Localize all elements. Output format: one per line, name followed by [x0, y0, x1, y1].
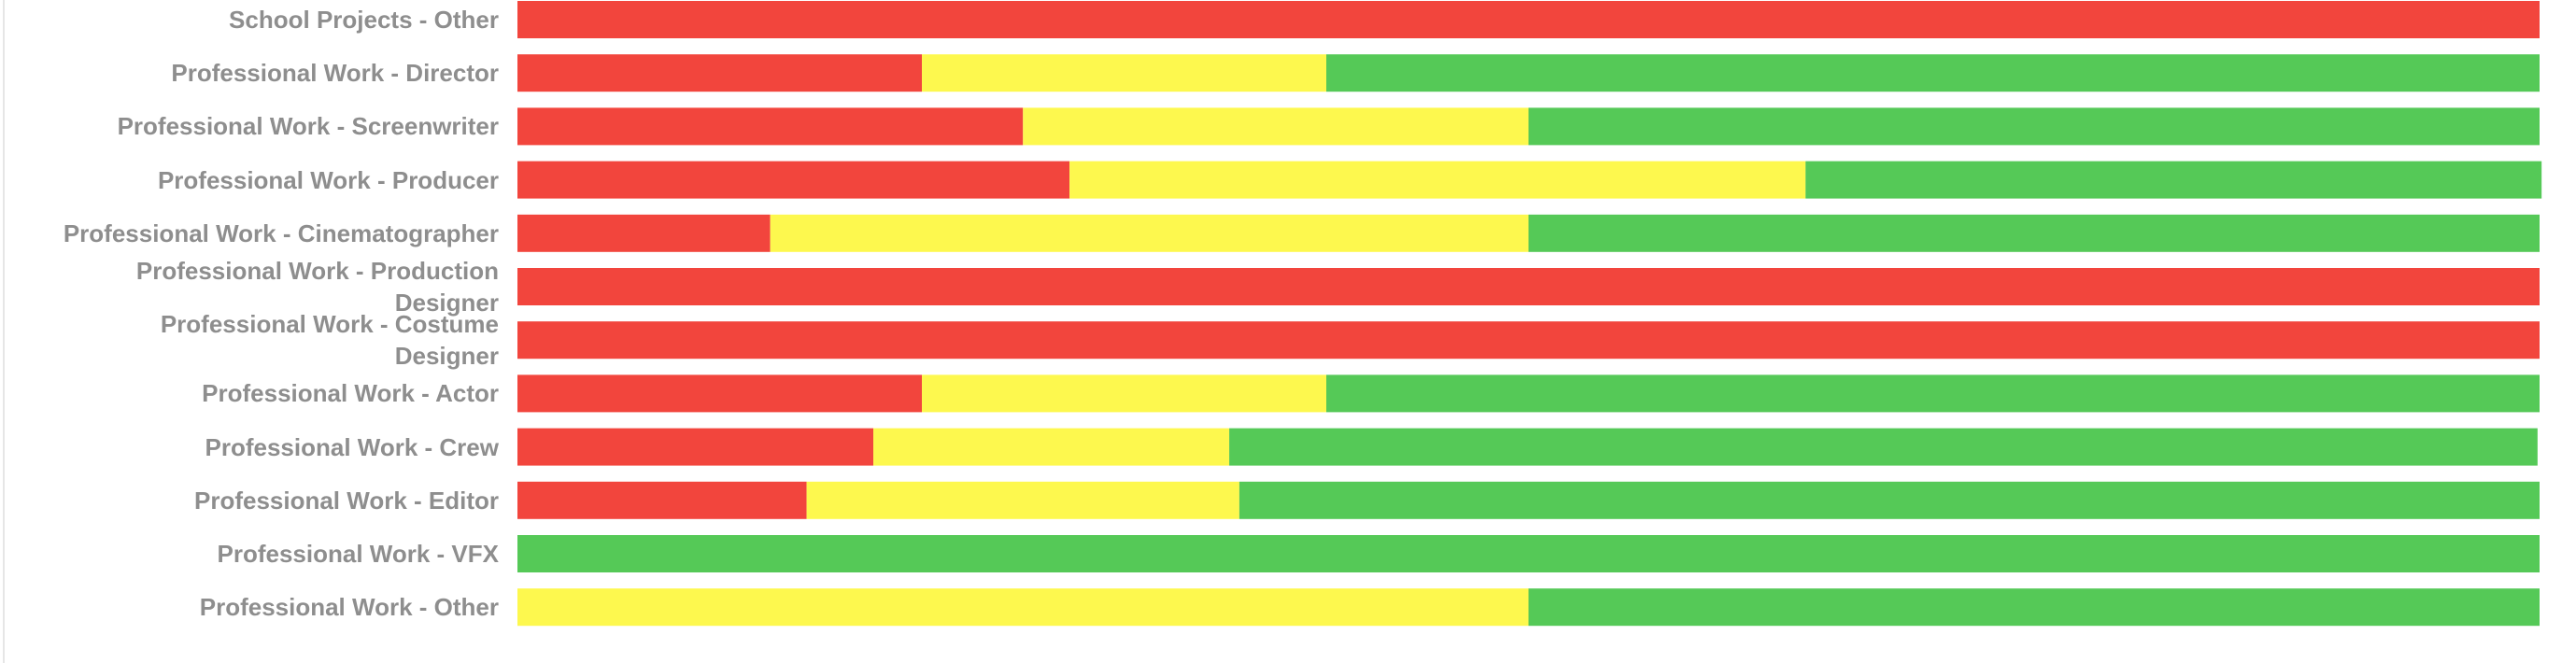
bar-segment — [1023, 107, 1529, 146]
row-label: Professional Work - VFX — [217, 540, 499, 568]
row-label: Professional Work - Director — [171, 59, 499, 88]
bar-segment — [1326, 374, 2540, 413]
row-label: Professional Work - Producer — [157, 165, 499, 194]
bar-segment — [770, 214, 1529, 252]
bar-segment — [517, 374, 922, 413]
row-label: School Projects - Other — [229, 6, 499, 34]
bar-segment — [1528, 588, 2540, 627]
left-border — [3, 0, 5, 663]
bar-segment — [1326, 54, 2540, 92]
bar-segment — [1528, 214, 2540, 252]
bar-segment — [922, 374, 1326, 413]
row-label: Professional Work - Production Designer — [135, 257, 499, 317]
bar-segment — [1069, 161, 1806, 199]
row-label: Professional Work - Screenwriter — [117, 112, 499, 141]
bar-segment — [517, 321, 2540, 360]
bar-segment — [517, 214, 771, 252]
row-label: Professional Work - Actor — [202, 379, 499, 408]
bar-segment — [1528, 107, 2540, 146]
bar-segment — [806, 481, 1239, 519]
bar-segment — [517, 481, 807, 519]
row-label: Professional Work - Cinematographer — [63, 219, 499, 247]
bar-segment — [1805, 161, 2542, 199]
bar-segment — [517, 268, 2540, 305]
bar-segment — [517, 161, 1070, 199]
bar-segment — [517, 535, 2540, 572]
bar-segment — [517, 107, 1024, 146]
bar-segment — [1229, 428, 2538, 466]
bar-segment — [517, 428, 874, 466]
bar-segment — [517, 54, 922, 92]
bar-segment — [1238, 481, 2540, 519]
row-label: Professional Work - Other — [199, 593, 499, 622]
row-label: Professional Work - Crew — [205, 432, 500, 461]
bar-segment — [517, 1, 2540, 38]
bar-segment — [922, 54, 1326, 92]
row-label: Professional Work - Costume Designer — [160, 310, 499, 371]
bar-segment — [873, 428, 1230, 466]
bar-segment — [517, 588, 1529, 627]
row-label: Professional Work - Editor — [193, 486, 499, 515]
